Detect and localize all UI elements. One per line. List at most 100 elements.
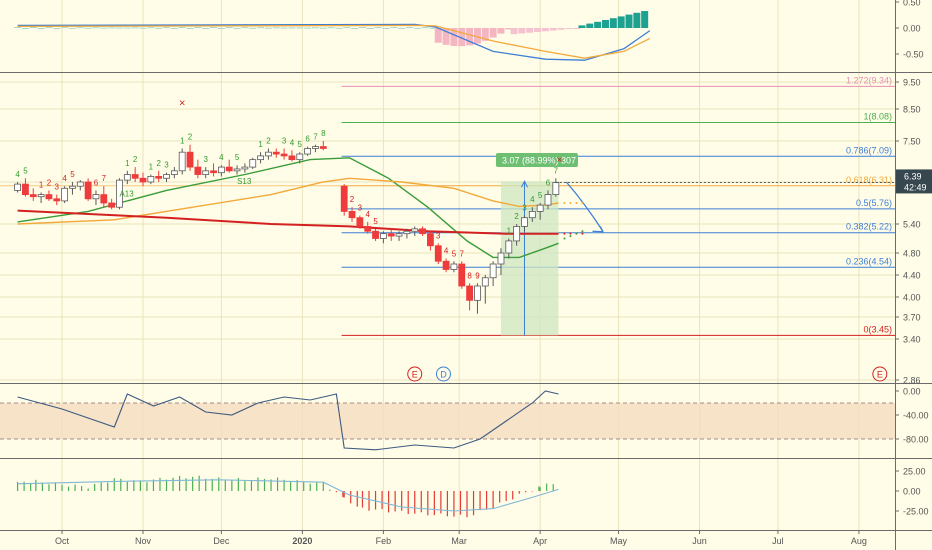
momentum-axis-label: 0.00 [903, 487, 921, 497]
dividend-marker[interactable]: D [435, 366, 451, 382]
macd-histogram-bar [609, 18, 617, 28]
macd-axis-label: -0.50 [903, 50, 924, 60]
candle-body [202, 170, 210, 175]
candle-body [419, 228, 426, 235]
price-axis-label: 4.00 [903, 293, 921, 303]
candle-body [528, 210, 536, 219]
macd-histogram-bar [296, 27, 304, 29]
candle-body [411, 228, 419, 232]
candle-body [257, 155, 264, 161]
candle-body [372, 230, 379, 239]
candle-body [458, 263, 466, 287]
projection-fill [500, 181, 559, 336]
sequential-count: 4 [530, 195, 535, 204]
macd-histogram-bar [327, 27, 335, 29]
macd-histogram-bar [68, 27, 76, 29]
candle-body [92, 194, 100, 200]
candle-body [108, 202, 116, 208]
sequential-count: 5 [298, 140, 303, 149]
candle-body [147, 176, 155, 183]
macd-panel[interactable]: 0.50 0.00 -0.50 [14, 0, 924, 61]
williams-r-panel[interactable]: 0.00 -40.00 -80.00 [0, 387, 929, 451]
macd-histogram-bar [641, 11, 649, 28]
momentum-panel[interactable]: 25.00 0.00 -25.00 [16, 467, 929, 518]
macd-histogram-bar [100, 27, 108, 29]
candle-body [544, 194, 552, 206]
sequential-count: 5 [373, 217, 378, 226]
earnings-marker[interactable]: E [872, 366, 888, 382]
candle-body [186, 151, 194, 168]
ema-projection-dot [563, 232, 566, 235]
candle-body [139, 177, 147, 183]
sequential-count: 2 [133, 155, 138, 164]
candle-body [45, 194, 53, 200]
macd-histogram-bar [92, 27, 100, 29]
candle-body [61, 187, 69, 202]
macd-histogram-bar [163, 27, 171, 29]
macd-histogram-bar [358, 26, 366, 28]
sequential-count: 4 [15, 170, 20, 179]
macd-histogram-bar [586, 23, 594, 28]
time-axis-label: May [610, 536, 628, 546]
macd-histogram-bar [29, 26, 37, 28]
candle-body [497, 252, 505, 265]
sequential-count: 5 [235, 153, 240, 162]
candle-body [29, 194, 37, 198]
macd-histogram-bar [489, 28, 497, 38]
earnings-marker[interactable]: E [407, 366, 423, 382]
sequential-count: 2 [156, 159, 161, 168]
sequential-count: 8 [467, 271, 472, 280]
macd-histogram-bar [61, 27, 69, 29]
candle-body [296, 153, 304, 161]
time-axis-label: Oct [55, 536, 70, 546]
macd-histogram-bar [366, 27, 374, 29]
price-axis-label: 5.40 [903, 220, 921, 230]
time-axis-label: Feb [376, 536, 392, 546]
candle-body [69, 185, 76, 189]
macd-histogram-bar [549, 28, 557, 31]
candle-body [22, 183, 29, 196]
macd-histogram-bar [382, 27, 390, 29]
projection-label-box [495, 153, 578, 167]
macd-histogram-bar [573, 28, 581, 29]
ema-projection-dot [575, 232, 578, 235]
candle-body [116, 179, 123, 208]
candle-body [348, 210, 356, 219]
projection-box: 3.07 (88.99%) 307× [495, 153, 604, 336]
williams-r-line [17, 390, 559, 451]
macd-histogram-bar [84, 27, 92, 29]
williams-r-band-fill [0, 403, 895, 439]
earnings-marker-label: E [412, 370, 418, 380]
macd-histogram-bar [442, 28, 450, 45]
candle-body [364, 226, 372, 232]
sequential-count: 1 [507, 227, 512, 236]
candle-body [37, 194, 45, 198]
forecast-arrow-head [592, 226, 604, 233]
sequential-count: 7 [460, 249, 465, 258]
earnings-marker-circle [407, 366, 423, 382]
sequential-count: 6 [546, 178, 551, 187]
williams-r-path [17, 390, 559, 451]
candle-body [84, 181, 92, 200]
projection-label: 3.07 (88.99%) 307 [502, 156, 576, 166]
price-axis: 9.508.507.506.405.404.804.404.003.703.40… [555, 78, 932, 386]
sequential-count: 2 [514, 212, 519, 221]
macd-histogram-bar [481, 28, 489, 41]
macd-histogram-bar [390, 26, 398, 28]
candle-body [474, 285, 481, 301]
time-axis-label: Mar [451, 536, 467, 546]
macd-histogram-bar [398, 27, 406, 29]
macd-histogram-bar [625, 14, 633, 28]
macd-histogram-bar [374, 26, 382, 28]
price-axis-label: 2.86 [903, 376, 921, 386]
macd-histogram-bar [178, 27, 186, 29]
candle-body [450, 263, 458, 270]
macd-histogram-bar [335, 27, 343, 29]
sequential-count: 3 [282, 136, 287, 145]
sequential-count: 9 [475, 271, 480, 280]
price-panel[interactable]: 1.272(9.34) 1(8.08) 0.786(7.09) 0.618(6.31)… [0, 75, 932, 386]
candle-body [379, 233, 387, 239]
sequential-count: 1 [149, 163, 154, 172]
